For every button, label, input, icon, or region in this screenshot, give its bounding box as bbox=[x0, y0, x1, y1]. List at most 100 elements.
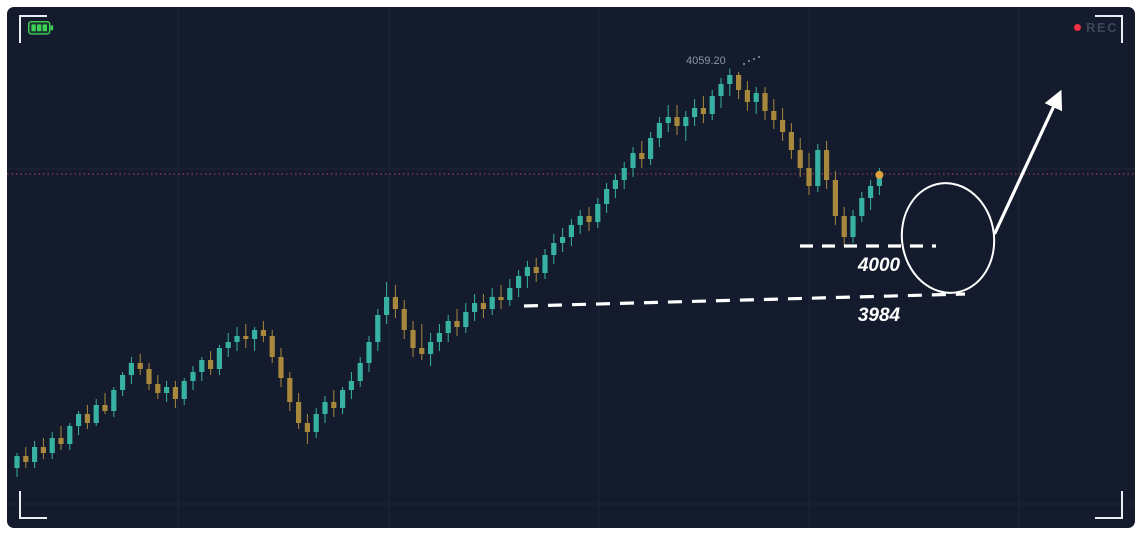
candle-body bbox=[648, 138, 654, 159]
peak-label-leader-dot bbox=[743, 63, 745, 65]
candle-body bbox=[181, 381, 187, 399]
candle-body bbox=[762, 93, 768, 111]
last-price-dot bbox=[875, 170, 884, 179]
candle-body bbox=[366, 342, 372, 363]
candle-body bbox=[480, 303, 486, 309]
rec-dot-icon bbox=[1074, 24, 1082, 31]
candle-body bbox=[296, 402, 302, 423]
candle-body bbox=[560, 237, 566, 243]
candle-body bbox=[788, 132, 794, 150]
rec-label: REC bbox=[1086, 20, 1118, 35]
candle-body bbox=[771, 111, 777, 120]
candle-body bbox=[780, 120, 786, 132]
candle-body bbox=[428, 342, 434, 354]
viewfinder-corner-bottom-right bbox=[1095, 491, 1123, 519]
candle-body bbox=[278, 357, 284, 378]
candle-body bbox=[234, 336, 240, 342]
trendline-3984 bbox=[523, 292, 966, 308]
candle-body bbox=[269, 336, 275, 357]
candle-body bbox=[155, 384, 161, 393]
candle-body bbox=[797, 150, 803, 168]
candle-body bbox=[454, 321, 460, 327]
battery-icon bbox=[27, 20, 54, 35]
candle-body bbox=[683, 117, 689, 126]
candle-body bbox=[128, 363, 134, 375]
candle-body bbox=[102, 405, 108, 411]
candle-body bbox=[841, 216, 847, 237]
candle-body bbox=[146, 369, 152, 384]
candle-body bbox=[850, 216, 856, 237]
peak-price-label: 4059.20 bbox=[686, 55, 726, 67]
candle-body bbox=[463, 312, 469, 327]
candle-body bbox=[348, 381, 354, 390]
candle-body bbox=[832, 180, 838, 216]
candle-body bbox=[40, 447, 46, 453]
candle-body bbox=[718, 84, 724, 96]
candlestick-chart bbox=[7, 7, 1135, 528]
candle-body bbox=[876, 174, 882, 186]
candle-body bbox=[507, 288, 513, 300]
candle-body bbox=[137, 363, 143, 369]
candle-body bbox=[753, 93, 759, 102]
viewfinder-corner-bottom-left bbox=[19, 491, 47, 519]
candle-body bbox=[199, 360, 205, 372]
candle-body bbox=[14, 456, 20, 468]
candle-body bbox=[815, 150, 821, 186]
candle-body bbox=[190, 372, 196, 381]
candle-body bbox=[577, 216, 583, 225]
candle-body bbox=[824, 150, 830, 180]
candle-body bbox=[542, 255, 548, 273]
candle-body bbox=[595, 204, 601, 222]
candle-body bbox=[287, 378, 293, 402]
candle-body bbox=[58, 438, 64, 444]
candle-body bbox=[709, 96, 715, 114]
candle-body bbox=[225, 342, 231, 348]
peak-label-leader-dot bbox=[758, 56, 760, 58]
candle-body bbox=[630, 153, 636, 168]
candle-body bbox=[252, 330, 258, 339]
candle-body bbox=[93, 405, 99, 423]
candle-body bbox=[120, 375, 126, 390]
candle-body bbox=[859, 198, 865, 216]
viewfinder-corner-top-right bbox=[1095, 15, 1123, 43]
viewfinder-corner-top-left bbox=[19, 15, 47, 43]
candle-body bbox=[533, 267, 539, 273]
candle-body bbox=[604, 189, 610, 204]
candle-body bbox=[67, 426, 73, 444]
candle-body bbox=[260, 330, 266, 336]
candle-body bbox=[700, 108, 706, 114]
candle-body bbox=[375, 315, 381, 342]
candle-body bbox=[436, 333, 442, 342]
candle-body bbox=[322, 402, 328, 414]
candle-body bbox=[357, 363, 363, 381]
candle-body bbox=[674, 117, 680, 126]
candle-body bbox=[612, 180, 618, 189]
chart-panel[interactable]: REC 4059.20 4000 3984 bbox=[7, 7, 1135, 528]
support-level-4000-label: 4000 bbox=[857, 255, 901, 276]
candle-body bbox=[524, 267, 530, 276]
candle-body bbox=[744, 90, 750, 102]
candle-body bbox=[868, 186, 874, 198]
candle-body bbox=[727, 75, 733, 84]
candle-body bbox=[586, 216, 592, 222]
candle-body bbox=[410, 330, 416, 348]
candle-body bbox=[656, 123, 662, 138]
candle-body bbox=[76, 414, 82, 426]
candle-body bbox=[621, 168, 627, 180]
candle-body bbox=[489, 297, 495, 309]
peak-label-leader-dot bbox=[753, 58, 755, 60]
candle-body bbox=[551, 243, 557, 255]
candle-body bbox=[516, 276, 522, 288]
candle-body bbox=[498, 297, 504, 300]
support-level-3984-label: 3984 bbox=[857, 305, 901, 326]
highlight-ellipse bbox=[900, 182, 996, 294]
candle-body bbox=[331, 402, 337, 408]
candle-body bbox=[304, 423, 310, 432]
candle-body bbox=[340, 390, 346, 408]
candle-body bbox=[384, 297, 390, 315]
candle-body bbox=[313, 414, 319, 432]
candle-body bbox=[472, 303, 478, 312]
candle-body bbox=[736, 75, 742, 90]
candle-body bbox=[243, 336, 249, 339]
